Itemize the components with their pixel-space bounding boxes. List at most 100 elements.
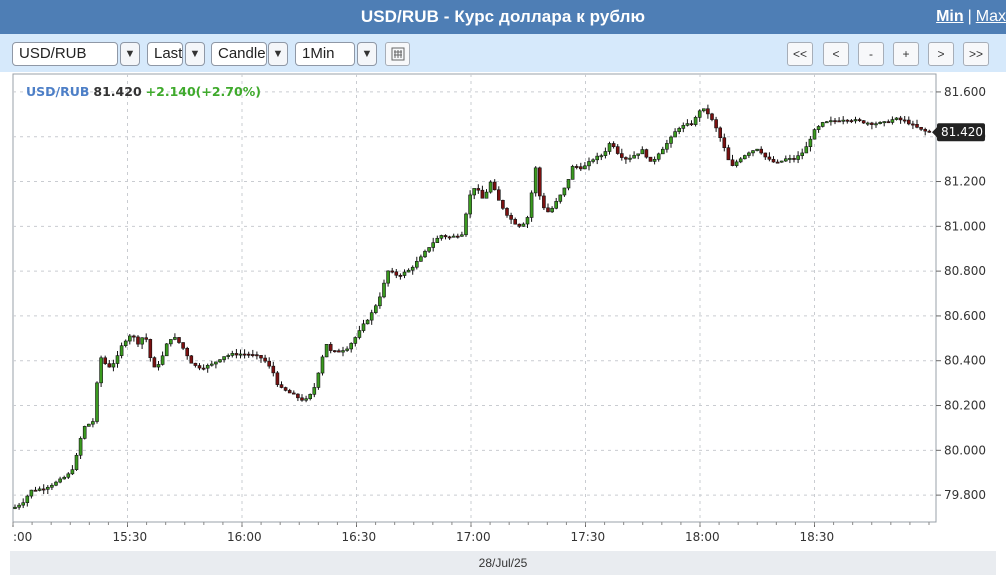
nav-first-button[interactable]: << (787, 42, 813, 66)
candle-body (279, 384, 284, 388)
candle-body (775, 161, 780, 164)
candle-body (902, 119, 907, 122)
candle-body (533, 167, 538, 194)
nav-next-button[interactable]: > (928, 42, 954, 66)
candle-body (82, 426, 87, 439)
candle-body (874, 123, 878, 126)
indicators-button[interactable] (385, 42, 410, 66)
candle-body (128, 335, 132, 342)
candle-body (62, 476, 67, 480)
candle-body (484, 191, 489, 199)
candle-body (312, 387, 317, 395)
candle-body (451, 235, 456, 238)
interval-select[interactable]: 1Min (295, 42, 355, 66)
last-price-pointer (932, 127, 937, 138)
candle-body (788, 158, 792, 160)
candle-body (660, 148, 665, 155)
candle-body (697, 110, 702, 118)
candle-body (197, 365, 202, 369)
indicators-icon (391, 47, 404, 61)
candle-body (91, 421, 95, 425)
x-tick-label: 16:00 (227, 530, 262, 544)
candle-body (911, 123, 915, 126)
candle-body (472, 188, 477, 196)
zoom-in-button[interactable]: + (893, 42, 919, 66)
info-change: +2.140(+2.70%) (145, 84, 261, 99)
candle-body (140, 337, 144, 345)
candle-body (562, 187, 567, 196)
nav-last-button[interactable]: >> (963, 42, 989, 66)
info-symbol: USD/RUB (26, 84, 90, 99)
candle-body (546, 207, 550, 213)
candle-body (578, 166, 583, 170)
symbol-dropdown-arrow-icon[interactable]: ▼ (120, 42, 140, 66)
x-tick-label: 17:00 (456, 530, 491, 544)
candle-body (21, 502, 25, 506)
max-link[interactable]: Max (975, 8, 1006, 25)
candle-body (177, 337, 181, 343)
candle-body (701, 108, 706, 112)
candle-body (369, 312, 374, 321)
candle-body (263, 357, 267, 362)
candle-body (496, 189, 501, 201)
candle-body (898, 117, 903, 121)
candle-body (849, 120, 854, 123)
candle-body (857, 119, 862, 122)
title-bar: USD/RUB - Курс доллара к рублю Min | Max (0, 0, 1006, 34)
candle-body (148, 339, 153, 358)
candle-body (193, 362, 198, 366)
candle-body (13, 506, 17, 509)
candle-body (558, 194, 563, 202)
candle-body (480, 189, 485, 199)
price-chart[interactable]: 81.60081.40081.20081.00080.80080.60080.4… (10, 72, 996, 551)
chart-type-select[interactable]: Candle (211, 42, 267, 66)
min-link[interactable]: Min (936, 8, 964, 25)
candle-body (841, 119, 846, 122)
candle-body (365, 319, 370, 325)
candle-body (361, 323, 366, 331)
candle-body (119, 345, 124, 356)
chart-type-dropdown-arrow-icon[interactable]: ▼ (268, 42, 288, 66)
date-bar: 28/Jul/25 (10, 551, 996, 575)
interval-dropdown-arrow-icon[interactable]: ▼ (357, 42, 377, 66)
candle-body (378, 296, 382, 307)
candle-body (763, 152, 768, 158)
candle-body (275, 372, 280, 385)
candle-body (255, 354, 259, 357)
candle-body (915, 123, 919, 128)
candle-body (796, 155, 800, 160)
candle-body (509, 215, 513, 220)
chart-area[interactable]: 81.60081.40081.20081.00080.80080.60080.4… (10, 72, 996, 577)
candle-body (734, 161, 739, 166)
price-type-dropdown-arrow-icon[interactable]: ▼ (185, 42, 205, 66)
candle-body (152, 357, 157, 368)
candle-body (476, 188, 481, 191)
candle-body (714, 119, 718, 129)
candle-body (66, 473, 71, 478)
candle-body (447, 236, 452, 239)
candle-body (144, 337, 148, 340)
candle-body (25, 495, 30, 503)
candle-body (332, 350, 337, 353)
candle-body (205, 364, 210, 369)
candle-body (115, 355, 120, 364)
candle-body (95, 382, 99, 422)
x-tick-label: 18:00 (685, 530, 720, 544)
candle-body (906, 119, 911, 125)
candle-body (513, 219, 518, 225)
x-tick-label: 16:30 (342, 530, 377, 544)
symbol-select[interactable]: USD/RUB (12, 42, 118, 66)
candle-body (103, 357, 107, 364)
candle-body (779, 160, 784, 163)
candle-body (759, 148, 764, 154)
candle-body (771, 158, 776, 163)
candle-body (742, 155, 747, 160)
nav-prev-button[interactable]: < (823, 42, 849, 66)
candle-body (722, 137, 727, 148)
candle-body (414, 261, 419, 268)
candle-body (259, 355, 263, 359)
price-type-select[interactable]: Last (147, 42, 183, 66)
zoom-out-button[interactable]: - (858, 42, 884, 66)
candle-body (599, 155, 604, 158)
candle-body (271, 365, 276, 374)
